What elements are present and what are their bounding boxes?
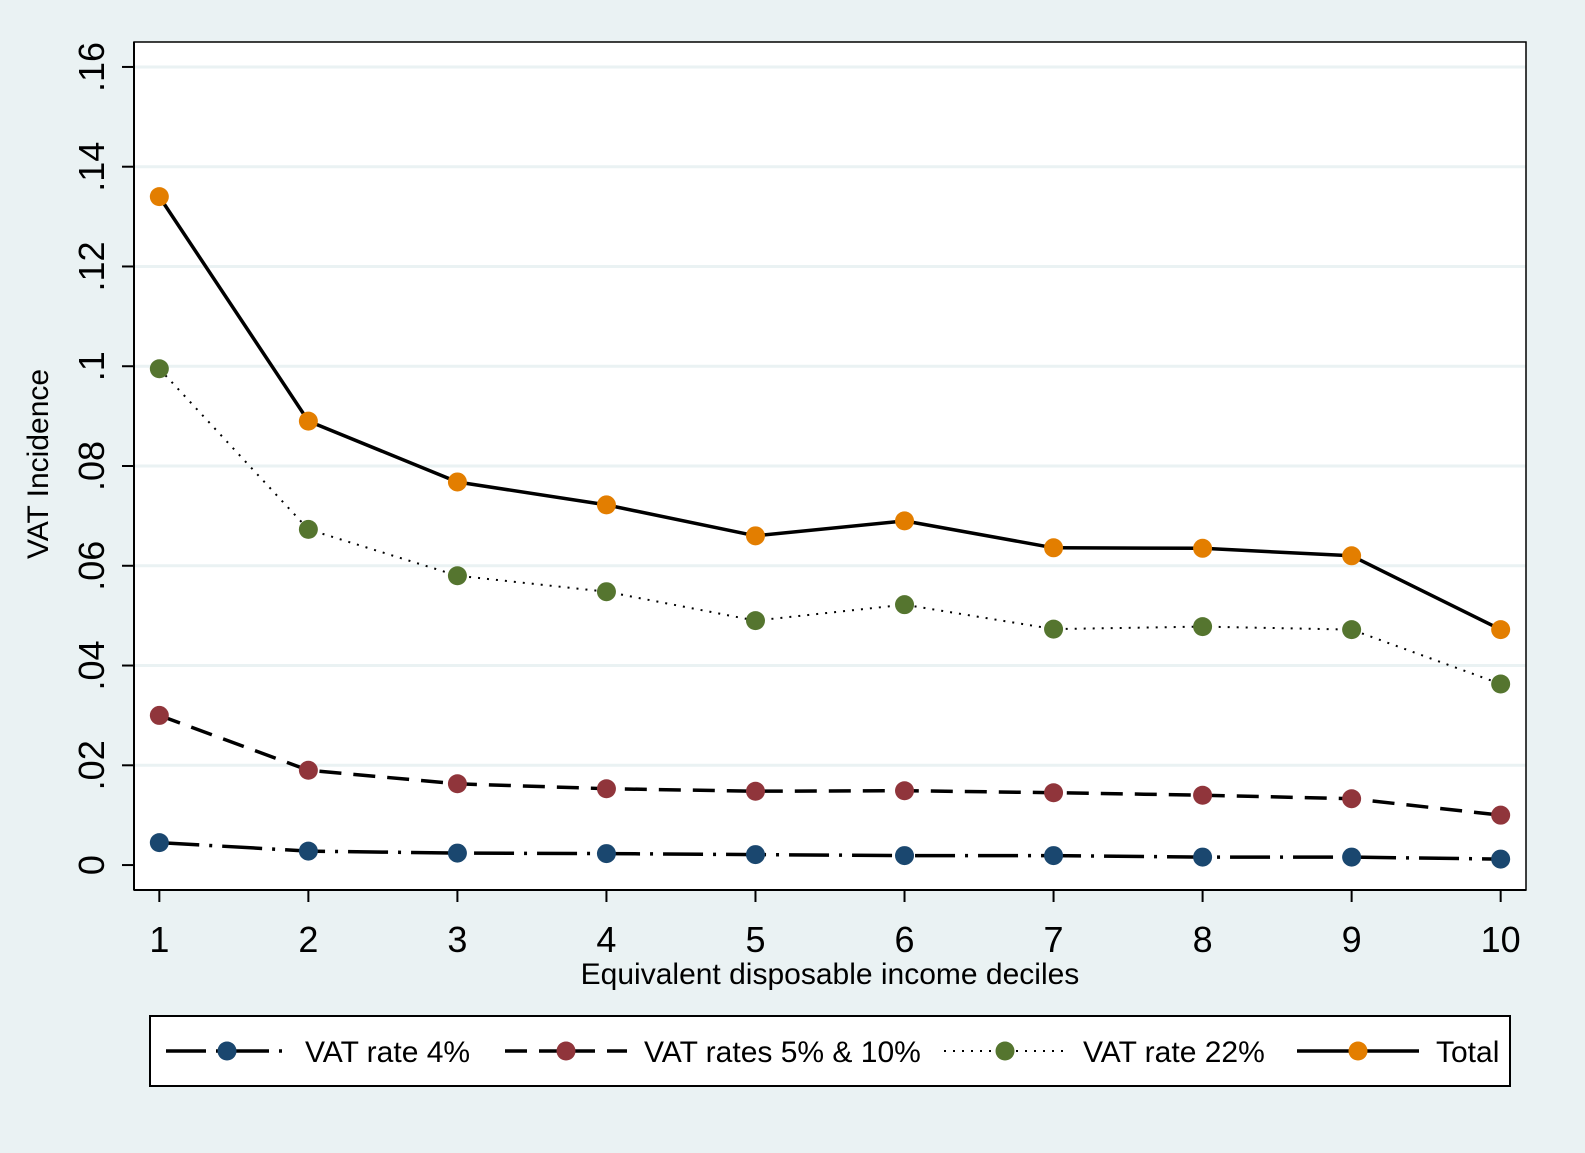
data-point <box>149 833 169 853</box>
x-tick-label: 8 <box>1193 919 1213 960</box>
data-point <box>149 705 169 725</box>
legend-marker <box>1348 1041 1368 1061</box>
data-point <box>1491 674 1511 694</box>
legend-marker <box>995 1041 1015 1061</box>
data-point <box>1044 619 1064 639</box>
data-point <box>745 781 765 801</box>
legend-box <box>149 1015 1511 1087</box>
legend-marker <box>217 1041 237 1061</box>
data-point <box>895 511 915 531</box>
x-tick-label: 10 <box>1481 919 1521 960</box>
data-point <box>1491 620 1511 640</box>
data-point <box>447 566 467 586</box>
data-point <box>447 472 467 492</box>
data-point <box>596 844 616 864</box>
x-tick-label: 7 <box>1044 919 1064 960</box>
x-tick-label: 1 <box>149 919 169 960</box>
series-lines <box>157 195 1502 861</box>
data-point <box>298 760 318 780</box>
data-point <box>1193 538 1213 558</box>
y-tick-label: .14 <box>71 142 112 192</box>
y-tick-label: .12 <box>71 241 112 291</box>
x-axis-ticks: 1 2 3 4 5 6 7 8 9 10 <box>149 890 1521 960</box>
series-line <box>158 368 1502 685</box>
y-tick-label: .08 <box>71 441 112 491</box>
legend-label: VAT rate 4% <box>305 1036 470 1069</box>
data-point <box>1342 847 1362 867</box>
data-point <box>298 519 318 539</box>
y-tick-label: .16 <box>71 42 112 92</box>
legend-label: Total <box>1436 1036 1499 1069</box>
data-point <box>1491 805 1511 825</box>
data-point <box>298 411 318 431</box>
y-tick-label: .04 <box>71 641 112 691</box>
data-point <box>1193 847 1213 867</box>
data-point <box>149 359 169 379</box>
data-point <box>745 526 765 546</box>
data-point <box>596 582 616 602</box>
data-point <box>1044 538 1064 558</box>
series-line <box>159 840 1501 861</box>
data-point <box>596 495 616 515</box>
y-tick-label: .06 <box>71 541 112 591</box>
data-point <box>1193 785 1213 805</box>
series-markers <box>149 187 1511 869</box>
data-point <box>596 779 616 799</box>
data-point <box>149 187 169 207</box>
data-point <box>745 611 765 631</box>
y-tick-label: 0 <box>71 855 112 875</box>
x-tick-label: 2 <box>298 919 318 960</box>
data-point <box>298 841 318 861</box>
data-point <box>447 774 467 794</box>
data-point <box>1044 783 1064 803</box>
x-tick-label: 6 <box>895 919 915 960</box>
x-tick-label: 4 <box>596 919 616 960</box>
x-tick-label: 3 <box>447 919 467 960</box>
x-tick-label: 9 <box>1342 919 1362 960</box>
y-axis-title: VAT Incidence <box>22 369 55 559</box>
data-point <box>447 843 467 863</box>
data-point <box>895 781 915 801</box>
data-point <box>745 845 765 865</box>
x-axis-title: Equivalent disposable income deciles <box>581 958 1080 991</box>
y-tick-label: .1 <box>71 351 112 381</box>
series-line <box>157 195 1502 632</box>
data-point <box>1044 846 1064 866</box>
data-point <box>1491 849 1511 869</box>
legend-marker <box>556 1041 576 1061</box>
grid-lines <box>134 65 1526 767</box>
data-point <box>1342 546 1362 566</box>
data-point <box>895 595 915 615</box>
data-point <box>1342 789 1362 809</box>
data-point <box>1342 620 1362 640</box>
x-tick-label: 5 <box>745 919 765 960</box>
series-line <box>158 713 1501 817</box>
legend-label: VAT rate 22% <box>1083 1036 1265 1069</box>
data-point <box>895 846 915 866</box>
legend-label: VAT rates 5% & 10% <box>644 1036 921 1069</box>
legend: VAT rate 4% VAT rates 5% & 10% VAT rate 22… <box>149 1015 1511 1087</box>
y-axis-ticks: 0 .02 .04 .06 .08 .1 .12 .14 .16 <box>71 42 134 875</box>
data-point <box>1193 617 1213 637</box>
y-tick-label: .02 <box>71 740 112 790</box>
